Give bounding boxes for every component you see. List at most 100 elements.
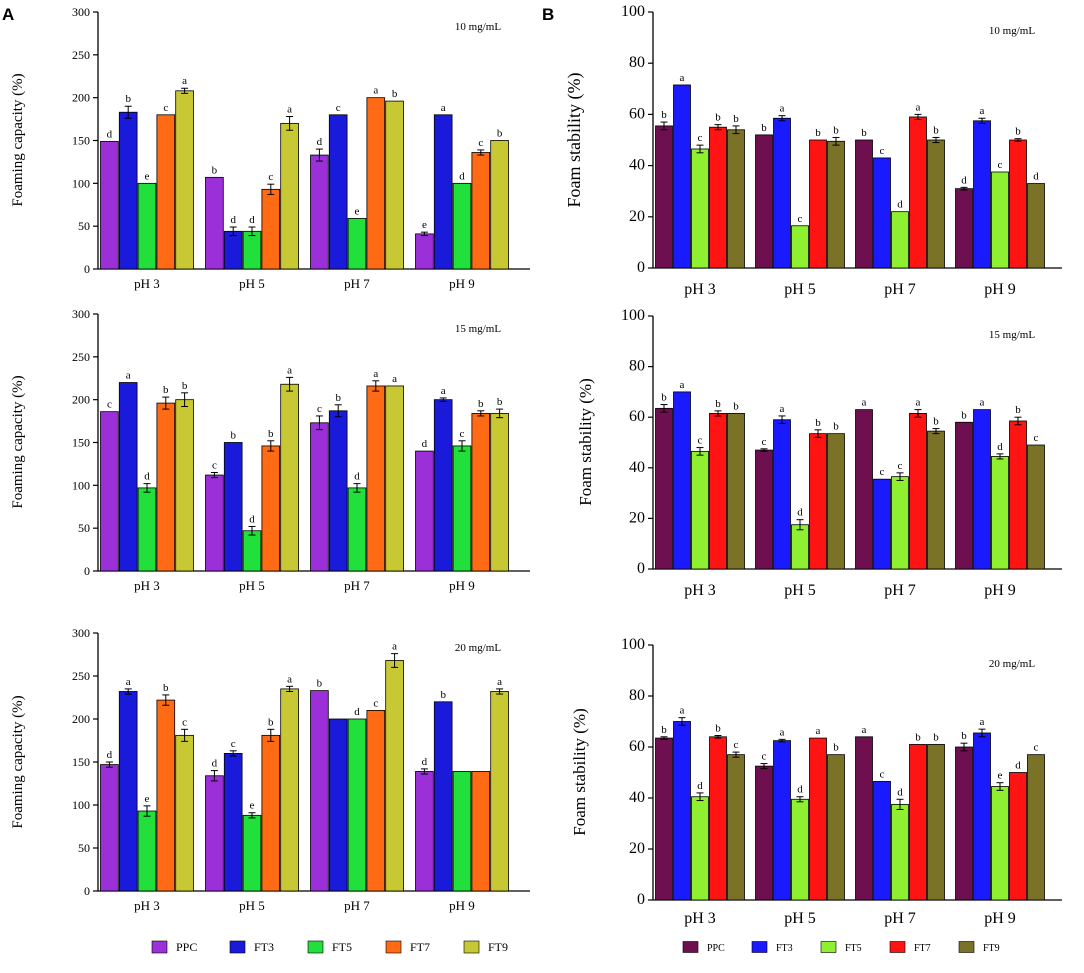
y-tick-label: 60 xyxy=(629,105,645,122)
bar-ppc-ph-9 xyxy=(415,771,434,892)
y-tick-label: 20 xyxy=(629,840,645,857)
bar-ppc-ph-5 xyxy=(205,474,224,572)
bar-ppc-ph-3 xyxy=(100,140,119,270)
bar-ppc-ph-5 xyxy=(205,775,224,892)
bar-ppc-ph-3 xyxy=(100,411,119,572)
bar-ppc-ph-9 xyxy=(955,188,973,269)
significance-letter: a xyxy=(980,716,985,728)
legend-label-ft7: FT7 xyxy=(914,943,931,954)
significance-letter: e xyxy=(998,770,1003,782)
y-tick-label: 250 xyxy=(72,48,90,62)
x-category-label: pH 7 xyxy=(344,898,370,913)
y-axis-label: Foam stability (%) xyxy=(576,378,595,505)
significance-letter: b xyxy=(230,430,236,442)
bar-ppc-ph-3 xyxy=(655,737,673,901)
panel-label-a: A xyxy=(2,5,14,24)
bar-ft3-ph-9 xyxy=(433,701,453,892)
y-tick-label: 200 xyxy=(72,393,90,407)
significance-letter: c xyxy=(898,460,903,472)
bar-ft5-ph-7 xyxy=(347,487,367,572)
bar-ft3-ph-5 xyxy=(223,753,243,892)
significance-letter: c xyxy=(880,145,885,157)
bar-ppc-ph-5 xyxy=(755,765,773,901)
legend-swatch-ft5 xyxy=(820,941,837,953)
bar-ft7-ph-5 xyxy=(261,188,281,270)
bar-ft5-ph-5 xyxy=(242,814,262,892)
bar-ft7-ph-9 xyxy=(471,771,491,892)
significance-letter: b xyxy=(661,724,667,736)
bar-ft9-ph-9 xyxy=(1027,754,1045,901)
significance-letter: b xyxy=(268,428,274,440)
legend-label-ft7: FT7 xyxy=(410,940,430,954)
bar-ft9-ph-3 xyxy=(175,90,194,270)
significance-letter: c xyxy=(762,436,767,448)
significance-letter: e xyxy=(355,205,360,217)
significance-letter: a xyxy=(126,370,131,382)
significance-letter: b xyxy=(497,128,503,140)
significance-letter: b xyxy=(733,113,739,125)
significance-letter: b xyxy=(833,742,839,754)
legend-label-ft5: FT5 xyxy=(332,940,352,954)
bar-ft5-ph-7 xyxy=(347,218,367,270)
significance-letter: b xyxy=(961,730,967,742)
significance-letter: a xyxy=(780,103,785,115)
y-tick-label: 20 xyxy=(629,208,645,225)
significance-letter: b xyxy=(1015,126,1021,138)
significance-letter: c xyxy=(107,399,112,411)
significance-letter: d xyxy=(107,749,113,761)
significance-letter: a xyxy=(441,102,446,114)
y-tick-label: 200 xyxy=(72,712,90,726)
x-category-label: pH 9 xyxy=(449,276,475,291)
bar-ft5-ph-7 xyxy=(891,476,909,570)
bar-ft5-ph-5 xyxy=(791,524,809,570)
chart-1: 0 50 100 150 200 250 300 Foaming capacity (%) 10… xyxy=(10,5,530,291)
legend-swatch-ppc xyxy=(151,940,168,954)
bar-ft3-ph-9 xyxy=(433,399,453,572)
x-category-label: pH 7 xyxy=(884,582,916,599)
bar-ft9-ph-3 xyxy=(727,129,745,269)
x-category-label: pH 7 xyxy=(884,910,916,927)
legends-group: PPC FT3 FT5 FT7 FT9 PPC FT3 FT5 FT7 FT9 xyxy=(151,940,1000,954)
significance-letter: a xyxy=(373,368,378,380)
bar-ft5-ph-9 xyxy=(991,456,1009,570)
bar-ft5-ph-5 xyxy=(791,798,809,901)
bar-ft9-ph-5 xyxy=(827,754,845,901)
bar-ppc-ph-7 xyxy=(310,422,329,572)
x-category-label: pH 9 xyxy=(449,898,475,913)
significance-letter: b xyxy=(715,723,721,735)
bar-ft3-ph-5 xyxy=(223,442,243,572)
significance-letter: e xyxy=(250,800,255,812)
bar-ft5-ph-5 xyxy=(791,225,809,269)
y-tick-label: 0 xyxy=(637,891,645,908)
y-tick-label: 60 xyxy=(629,738,645,755)
y-tick-label: 300 xyxy=(72,5,90,19)
legend-label-ft3: FT3 xyxy=(776,943,793,954)
bar-ft7-ph-3 xyxy=(156,114,176,270)
significance-letter: b xyxy=(733,400,739,412)
significance-letter: e xyxy=(422,219,427,231)
significance-letter: a xyxy=(980,397,985,409)
bar-ft7-ph-9 xyxy=(1009,420,1027,570)
bar-ft5-ph-3 xyxy=(137,810,157,892)
significance-letter: b xyxy=(933,416,939,428)
bar-ppc-ph-7 xyxy=(310,690,329,892)
bar-ft9-ph-9 xyxy=(1027,444,1045,570)
x-category-label: pH 9 xyxy=(449,578,475,593)
bar-ft5-ph-7 xyxy=(891,211,909,269)
bar-ft9-ph-5 xyxy=(280,688,299,892)
significance-letter: c xyxy=(1034,742,1039,754)
bar-ppc-ph-3 xyxy=(655,125,673,269)
bar-ft7-ph-3 xyxy=(156,699,176,892)
x-category-label: pH 3 xyxy=(684,281,716,298)
bar-ft9-ph-5 xyxy=(280,383,299,572)
x-category-label: pH 3 xyxy=(134,578,160,593)
bar-ft9-ph-9 xyxy=(490,140,509,270)
significance-letter: c xyxy=(698,435,703,447)
significance-letter: d xyxy=(897,786,903,798)
significance-letter: d xyxy=(107,128,113,140)
bar-ft7-ph-7 xyxy=(909,116,927,269)
bar-ft9-ph-7 xyxy=(927,430,945,570)
x-category-label: pH 7 xyxy=(884,281,916,298)
